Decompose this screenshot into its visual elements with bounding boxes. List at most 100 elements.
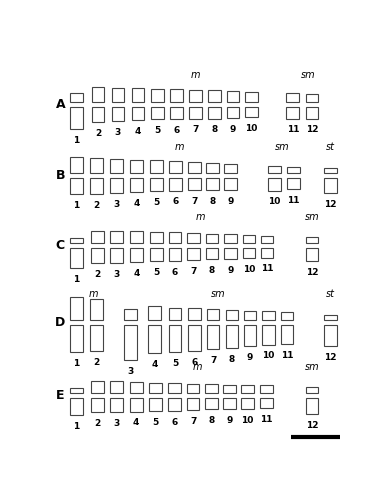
Bar	[132, 88, 144, 102]
Text: m: m	[196, 212, 205, 222]
Bar	[260, 398, 273, 408]
Bar	[124, 326, 137, 360]
Text: 5: 5	[152, 418, 159, 426]
Bar	[91, 248, 104, 263]
Bar	[168, 398, 181, 410]
Bar	[224, 164, 237, 173]
Bar	[91, 87, 104, 102]
Text: 11: 11	[287, 196, 300, 205]
Text: 1: 1	[73, 275, 79, 284]
Text: 11: 11	[260, 416, 273, 424]
Bar	[324, 168, 337, 173]
Bar	[206, 234, 218, 243]
Bar	[149, 383, 162, 393]
Bar	[261, 236, 273, 243]
Bar	[151, 107, 164, 120]
Text: 8: 8	[210, 196, 215, 205]
Bar	[223, 384, 236, 393]
Text: 9: 9	[226, 416, 233, 425]
Bar	[91, 398, 104, 412]
Text: 2: 2	[94, 270, 100, 279]
Text: sm: sm	[211, 288, 226, 298]
Text: 2: 2	[95, 128, 101, 138]
Bar	[90, 178, 103, 194]
Bar	[188, 308, 201, 320]
Text: m: m	[89, 288, 99, 298]
Bar	[110, 230, 123, 243]
Bar	[205, 384, 218, 393]
Text: 9: 9	[247, 353, 253, 362]
Bar	[242, 248, 255, 258]
Bar	[90, 158, 103, 173]
Text: 11: 11	[261, 264, 273, 274]
Text: 9: 9	[228, 196, 234, 205]
Text: 3: 3	[127, 367, 134, 376]
Bar	[262, 326, 274, 344]
Text: A: A	[56, 98, 65, 111]
Bar	[207, 326, 219, 349]
Text: m: m	[193, 362, 202, 372]
Bar	[110, 398, 123, 412]
Bar	[268, 178, 281, 190]
Text: E: E	[56, 389, 65, 402]
Bar	[305, 387, 318, 393]
Bar	[241, 398, 254, 409]
Text: 12: 12	[325, 353, 337, 362]
Text: sm: sm	[305, 362, 319, 372]
Text: sm: sm	[301, 70, 315, 81]
Bar	[187, 384, 199, 393]
Bar	[208, 107, 221, 118]
Bar	[169, 308, 181, 320]
Bar	[150, 178, 163, 192]
Bar	[207, 309, 219, 320]
Text: 9: 9	[228, 266, 234, 275]
Bar	[305, 238, 318, 243]
Text: 1: 1	[73, 136, 79, 145]
Bar	[244, 326, 256, 346]
Bar	[188, 326, 201, 350]
Bar	[91, 230, 104, 243]
Text: 5: 5	[153, 198, 159, 207]
Text: 6: 6	[171, 418, 178, 426]
Text: 6: 6	[172, 268, 178, 276]
Text: 5: 5	[153, 268, 159, 276]
Bar	[208, 90, 221, 102]
Text: 2: 2	[94, 419, 100, 428]
Bar	[244, 310, 256, 320]
Bar	[130, 398, 142, 411]
Text: st: st	[326, 288, 335, 298]
Bar	[70, 158, 83, 173]
Bar	[187, 248, 200, 260]
Bar	[90, 299, 103, 320]
Bar	[130, 160, 143, 173]
Bar	[224, 234, 237, 243]
Bar	[91, 107, 104, 122]
Bar	[111, 88, 124, 102]
Text: m: m	[174, 142, 184, 152]
Bar	[130, 382, 142, 393]
Text: sm: sm	[275, 142, 289, 152]
Bar	[168, 383, 181, 393]
Text: sm: sm	[305, 212, 319, 222]
Text: 4: 4	[134, 269, 140, 278]
Bar	[70, 178, 83, 194]
Text: 12: 12	[306, 126, 318, 134]
Bar	[70, 388, 83, 393]
Text: 7: 7	[210, 356, 216, 365]
Text: 7: 7	[190, 266, 197, 276]
Bar	[224, 248, 237, 259]
Text: 4: 4	[135, 127, 141, 136]
Bar	[110, 159, 123, 173]
Text: 7: 7	[191, 196, 197, 205]
Text: D: D	[55, 316, 66, 329]
Bar	[227, 91, 239, 102]
Bar	[281, 326, 293, 344]
Bar	[287, 93, 299, 102]
Text: 4: 4	[134, 199, 140, 208]
Bar	[324, 326, 337, 346]
Bar	[169, 178, 182, 190]
Bar	[150, 248, 163, 260]
Text: B: B	[56, 169, 65, 182]
Text: 6: 6	[174, 126, 180, 135]
Bar	[110, 248, 123, 263]
